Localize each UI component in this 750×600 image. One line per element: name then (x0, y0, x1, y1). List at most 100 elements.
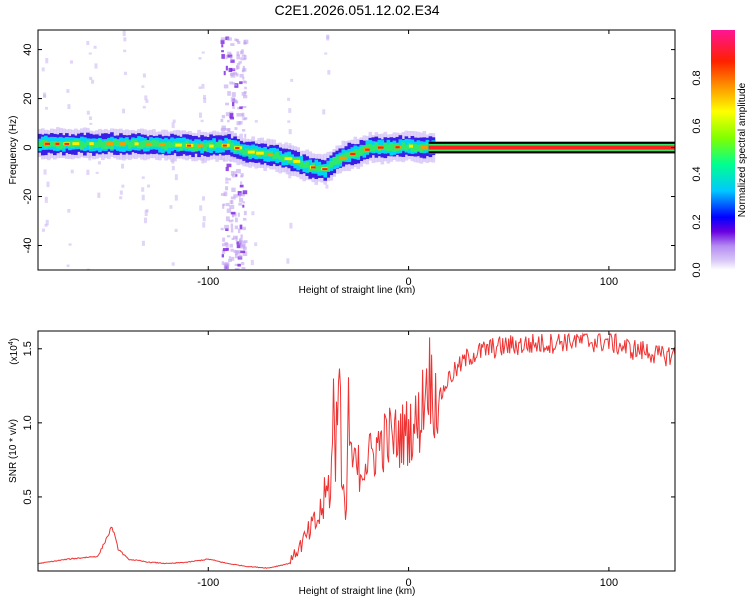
noise-speckle (89, 76, 93, 81)
noise-speckle (141, 240, 145, 246)
noise-band-speckle (225, 65, 228, 71)
noise-band-speckle (227, 54, 233, 58)
colorbar-tick-label: 0.0 (691, 262, 703, 277)
snr-xtick-label: 100 (600, 577, 618, 589)
noise-band-speckle (242, 217, 247, 221)
colorbar-label: Normalized spectral amplitude (737, 82, 748, 217)
noise-speckle (200, 119, 204, 123)
noise-band-speckle (226, 265, 229, 270)
ridge-hotspot (408, 144, 414, 148)
noise-speckle (251, 211, 255, 216)
noise-band-speckle (242, 246, 247, 251)
noise-speckle (144, 210, 148, 217)
noise-band-speckle (221, 261, 225, 265)
noise-speckle (174, 174, 178, 181)
noise-speckle (97, 192, 101, 198)
ridge-inner-band (344, 152, 349, 161)
ridge-inner-band (140, 140, 144, 149)
noise-speckle (122, 108, 126, 114)
spectrogram-ytick-label: -40 (22, 238, 34, 254)
ridge-inner-band (152, 139, 156, 147)
noise-band-speckle (223, 262, 229, 267)
ridge-inner-band (347, 152, 352, 158)
noise-band-speckle (227, 91, 231, 96)
noise-band-speckle (230, 248, 234, 252)
noise-band-speckle (236, 244, 241, 249)
colorbar-ticks: 0.0 0.2 0.4 0.6 0.8 (691, 70, 703, 277)
noise-speckle (201, 51, 205, 54)
noise-band-speckle (231, 219, 234, 222)
spectrogram-panel: -100 0 100 -40 -20 0 20 40 Height of straight l… (8, 29, 676, 296)
noise-band-speckle (221, 44, 224, 48)
noise-band-speckle (227, 119, 230, 123)
noise-band-speckle (231, 102, 235, 107)
noise-speckle (68, 243, 72, 246)
noise-speckle (141, 176, 145, 179)
ridge-inner-band (317, 165, 322, 172)
noise-band-speckle (225, 243, 229, 248)
noise-band-speckle (241, 49, 244, 54)
ridge-peak (64, 142, 70, 145)
ridge-hotspot (106, 142, 114, 146)
noise-speckle (289, 222, 293, 229)
ridge-inner-band (41, 139, 45, 146)
noise-speckle (290, 78, 294, 82)
noise-speckle (172, 119, 176, 123)
snr-xtick-label: -100 (197, 577, 219, 589)
colorbar-gradient (711, 30, 735, 270)
ridge-inner-band (137, 142, 141, 149)
ridge-inner-band (155, 140, 159, 147)
ridge-inner-band (101, 141, 105, 149)
noise-band-speckle (236, 51, 240, 56)
noise-band-speckle (241, 192, 245, 197)
noise-speckle (141, 85, 145, 88)
ridge-peak (365, 148, 370, 151)
noise-band-speckle (232, 68, 235, 71)
ridge-inner-band (389, 142, 394, 151)
ridge-inner-band (356, 149, 361, 157)
noise-band-speckle (230, 196, 236, 200)
snr-plot-area (38, 331, 675, 571)
noise-speckle (326, 35, 330, 41)
ridge-inner-band (383, 142, 388, 151)
noise-band-speckle (239, 73, 244, 78)
noise-speckle (201, 83, 205, 89)
ridge-peak (45, 142, 50, 145)
noise-band-speckle (241, 112, 245, 118)
noise-speckle (43, 94, 47, 98)
snr-frame (37, 330, 676, 572)
noise-speckle (45, 58, 49, 64)
noise-band-speckle (236, 113, 242, 117)
noise-speckle (174, 228, 178, 233)
ridge-inner-band (203, 143, 207, 152)
noise-band-speckle (233, 249, 237, 254)
snr-panel: -100 0 100 0.5 1.0 1.5 Height of straight lin… (8, 330, 676, 597)
ridge-inner-band (302, 162, 307, 169)
ridge-inner-band (206, 142, 210, 148)
noise-band-speckle (221, 115, 226, 119)
noise-band-speckle (228, 259, 232, 262)
noise-band-speckle (221, 50, 224, 53)
ridge-hotspot (209, 144, 214, 148)
noise-speckle (97, 161, 101, 165)
noise-band-speckle (230, 43, 235, 46)
noise-band-speckle (236, 65, 240, 70)
ridge-inner-band (392, 143, 397, 153)
ridge-inner-band (50, 141, 54, 147)
noise-speckle (324, 52, 328, 55)
ridge-inner-band (359, 146, 364, 155)
ridge-inner-band (167, 141, 171, 149)
noise-band-speckle (237, 263, 241, 267)
noise-speckle (199, 205, 203, 211)
noise-speckle (287, 97, 291, 101)
noise-band-speckle (231, 237, 235, 241)
noise-band-speckle (229, 116, 235, 120)
ridge-inner-band (263, 150, 267, 157)
noise-speckle (198, 57, 202, 60)
noise-band-speckle (243, 241, 246, 245)
noise-band-speckle (228, 128, 231, 132)
ridge-inner-band (278, 155, 282, 161)
ridge-inner-band (230, 142, 234, 150)
noise-band-speckle (234, 127, 238, 130)
